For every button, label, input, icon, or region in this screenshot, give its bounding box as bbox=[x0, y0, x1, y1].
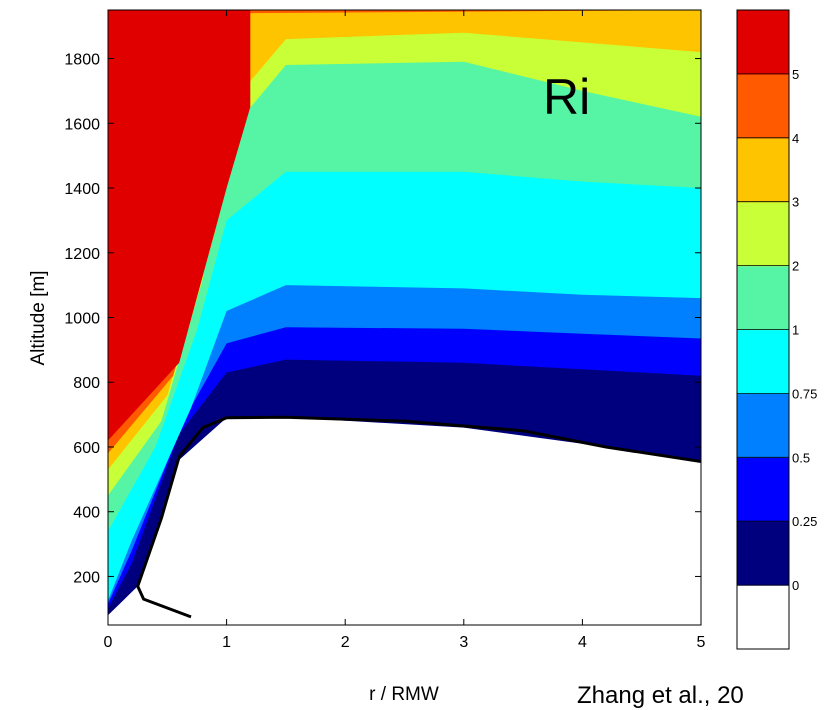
y-tick-label: 800 bbox=[73, 375, 100, 392]
y-tick-label: 400 bbox=[73, 505, 100, 522]
x-axis-label: r / RMW bbox=[369, 684, 439, 705]
colorbar-swatch bbox=[737, 329, 789, 394]
colorbar-swatch bbox=[737, 10, 789, 75]
highlight-contour bbox=[136, 415, 701, 619]
x-tick-label: 1 bbox=[222, 634, 231, 651]
y-tick-label: 1000 bbox=[64, 311, 100, 328]
x-tick-label: 0 bbox=[104, 634, 113, 651]
colorbar-label: 0.25 bbox=[792, 514, 817, 529]
colorbar-swatch bbox=[737, 457, 789, 522]
colorbar-label: 1 bbox=[792, 323, 799, 338]
y-tick-label: 1400 bbox=[64, 181, 100, 198]
y-tick-label: 1200 bbox=[64, 246, 100, 263]
colorbar-label: 0 bbox=[792, 578, 799, 593]
x-tick-label: 5 bbox=[697, 634, 706, 651]
colorbar: 0 0.25 0.5 0.75 1 2 3 4 5 bbox=[736, 9, 817, 650]
y-tick-label: 200 bbox=[73, 569, 100, 586]
contour-band->5 bbox=[108, 10, 251, 441]
colorbar-label: 0.75 bbox=[792, 386, 817, 401]
colorbar-label: 2 bbox=[792, 259, 799, 274]
colorbar-label: 3 bbox=[792, 195, 799, 210]
colorbar-label: 0.5 bbox=[792, 450, 810, 465]
colorbar-swatch bbox=[737, 521, 789, 586]
y-tick-label: 1600 bbox=[64, 116, 100, 133]
y-tick-label: 600 bbox=[73, 440, 100, 457]
contour-band-2 bbox=[108, 10, 701, 532]
colorbar-swatch bbox=[737, 201, 789, 267]
x-tick-label: 2 bbox=[341, 634, 350, 651]
contour-bands bbox=[108, 10, 701, 616]
colorbar-swatch bbox=[737, 393, 789, 458]
colorbar-swatch bbox=[737, 137, 789, 203]
colorbar-swatch bbox=[737, 73, 789, 139]
y-tick-label: 1800 bbox=[64, 52, 100, 69]
y-axis-label: Altitude [m] bbox=[28, 270, 49, 365]
colorbar-swatch bbox=[737, 265, 789, 331]
colorbar-swatch bbox=[737, 585, 789, 650]
colorbar-label: 5 bbox=[792, 67, 799, 82]
citation-text: Zhang et al., 20 bbox=[577, 682, 744, 709]
contour-line-0.25 bbox=[136, 415, 701, 619]
colorbar-label: 4 bbox=[792, 131, 799, 146]
y-axis-ticks: 200 400 600 800 1000 1200 1400 1600 1800 bbox=[64, 52, 701, 586]
variable-label: Ri bbox=[543, 69, 590, 125]
x-axis-ticks: 0 1 2 3 4 5 bbox=[104, 10, 706, 651]
x-tick-label: 3 bbox=[459, 634, 468, 651]
x-tick-label: 4 bbox=[578, 634, 587, 651]
